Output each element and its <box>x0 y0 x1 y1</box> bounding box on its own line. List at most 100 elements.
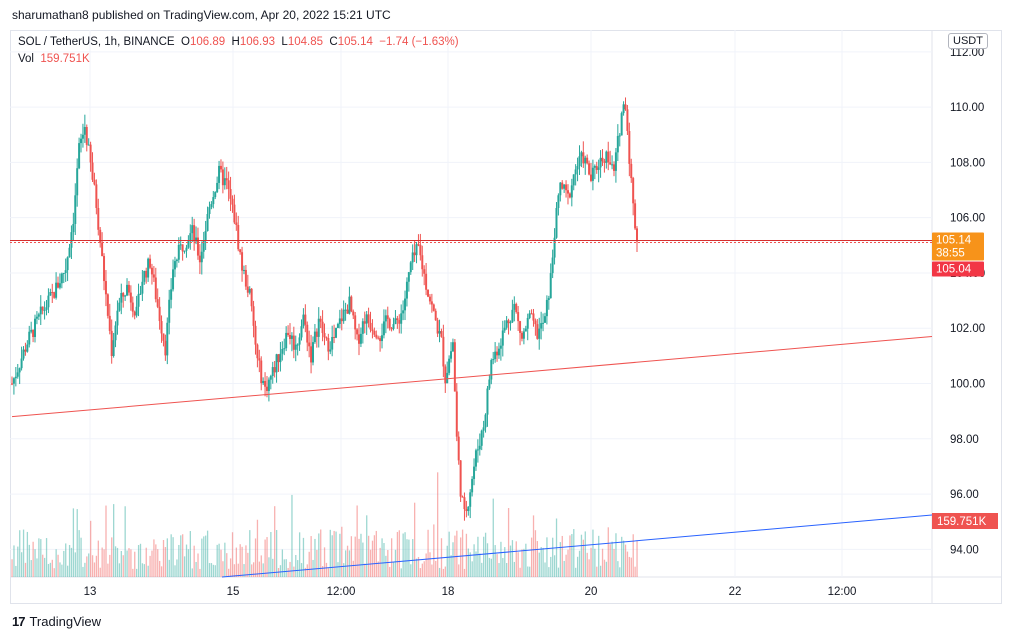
candle-body <box>219 165 222 170</box>
candle-body <box>442 336 445 367</box>
volume-bar <box>24 562 27 577</box>
volume-bar <box>398 530 400 577</box>
volume-bar <box>254 538 257 577</box>
candle-body <box>152 274 155 278</box>
symbol-title[interactable]: SOL / TetherUS, 1h, BINANCE <box>18 36 175 48</box>
candle-body <box>191 225 194 234</box>
volume-bar <box>93 562 96 577</box>
volume-bar <box>101 547 103 577</box>
candle-body <box>87 144 90 146</box>
volume-bar <box>333 530 335 577</box>
volume-bar <box>239 544 241 577</box>
candle-body <box>628 131 631 164</box>
candle-body <box>170 289 173 300</box>
currency-button[interactable]: USDT <box>948 33 988 49</box>
volume-bar <box>325 562 328 577</box>
volume-bar <box>425 553 427 577</box>
volume-bar <box>293 566 295 577</box>
volume-bar <box>17 546 19 577</box>
candle-body <box>434 310 437 321</box>
candle-body <box>74 195 77 224</box>
candle-body <box>175 259 178 262</box>
volume-bar <box>575 567 577 577</box>
volume-bar <box>272 558 274 577</box>
brand-name[interactable]: TradingView <box>29 614 102 629</box>
volume-bar <box>134 551 136 577</box>
price-tick-label: 96.00 <box>950 489 979 501</box>
candle-body <box>216 182 219 193</box>
candle-body <box>565 184 568 191</box>
volume-bar <box>467 548 469 577</box>
candle-body <box>267 379 270 391</box>
volume-bar <box>174 565 176 577</box>
candle-body <box>14 376 17 379</box>
volume-bar <box>206 530 209 577</box>
volume-bar <box>137 545 140 577</box>
candle-body <box>363 321 366 324</box>
candle-body <box>208 207 211 215</box>
candle-body <box>352 311 355 316</box>
candle-body <box>179 244 182 246</box>
volume-bar <box>460 537 462 577</box>
candle-body <box>183 250 186 252</box>
volume-bar <box>387 550 389 577</box>
candle-body <box>453 342 456 392</box>
volume-bar <box>442 568 445 577</box>
candle-body <box>143 270 146 282</box>
volume-bar <box>61 564 63 577</box>
volume-bar <box>302 537 305 577</box>
candle-body <box>557 195 560 208</box>
candle-body <box>22 349 25 359</box>
footer: 17 TradingView <box>12 614 101 629</box>
volume-bar <box>28 544 30 577</box>
candle-body <box>471 478 474 493</box>
candle-body <box>474 450 477 467</box>
volume-bar <box>160 566 163 577</box>
candle-body <box>409 262 412 273</box>
candle-body <box>373 330 376 335</box>
candle-body <box>58 283 61 288</box>
candle-body <box>534 320 537 325</box>
volume-bar <box>609 544 611 577</box>
change-value: −1.74 (−1.63%) <box>379 36 459 48</box>
candle-body <box>547 298 550 300</box>
candle-body <box>461 496 464 498</box>
candle-body <box>223 178 226 186</box>
volume-bar <box>414 502 416 577</box>
candle-body <box>329 349 332 352</box>
candle-body <box>574 169 577 175</box>
candle-body <box>478 445 481 450</box>
candle-body <box>528 313 531 318</box>
volume-bar <box>289 561 291 577</box>
candle-body <box>404 298 407 311</box>
candle-body <box>313 331 316 343</box>
candle-body <box>85 126 88 145</box>
volume-trendline <box>221 514 933 578</box>
volume-bar <box>172 537 174 577</box>
volume-label[interactable]: Vol <box>18 53 34 65</box>
price-tick-label: 106.00 <box>950 213 985 225</box>
volume-bar <box>626 551 629 577</box>
candle-body <box>254 325 257 345</box>
volume-bar <box>515 541 517 577</box>
candle-body <box>260 360 263 384</box>
candle-body <box>386 315 389 319</box>
candle-body <box>177 244 180 260</box>
volume-bar <box>38 538 40 577</box>
candle-body <box>141 281 144 294</box>
volume-bar <box>130 549 132 577</box>
candle-body <box>430 301 433 305</box>
volume-bar <box>615 533 617 577</box>
volume-bar <box>381 538 383 577</box>
volume-bar <box>354 536 356 577</box>
tradingview-logo-icon[interactable]: 17 <box>12 614 26 629</box>
candle-body <box>11 383 13 385</box>
candle-body <box>147 258 150 278</box>
candle-body <box>346 309 349 314</box>
candle-body <box>375 334 378 338</box>
volume-bar <box>114 546 117 577</box>
volume-bar <box>389 566 391 577</box>
candle-body <box>517 312 520 322</box>
price-tick-label: 112.00 <box>950 47 984 59</box>
